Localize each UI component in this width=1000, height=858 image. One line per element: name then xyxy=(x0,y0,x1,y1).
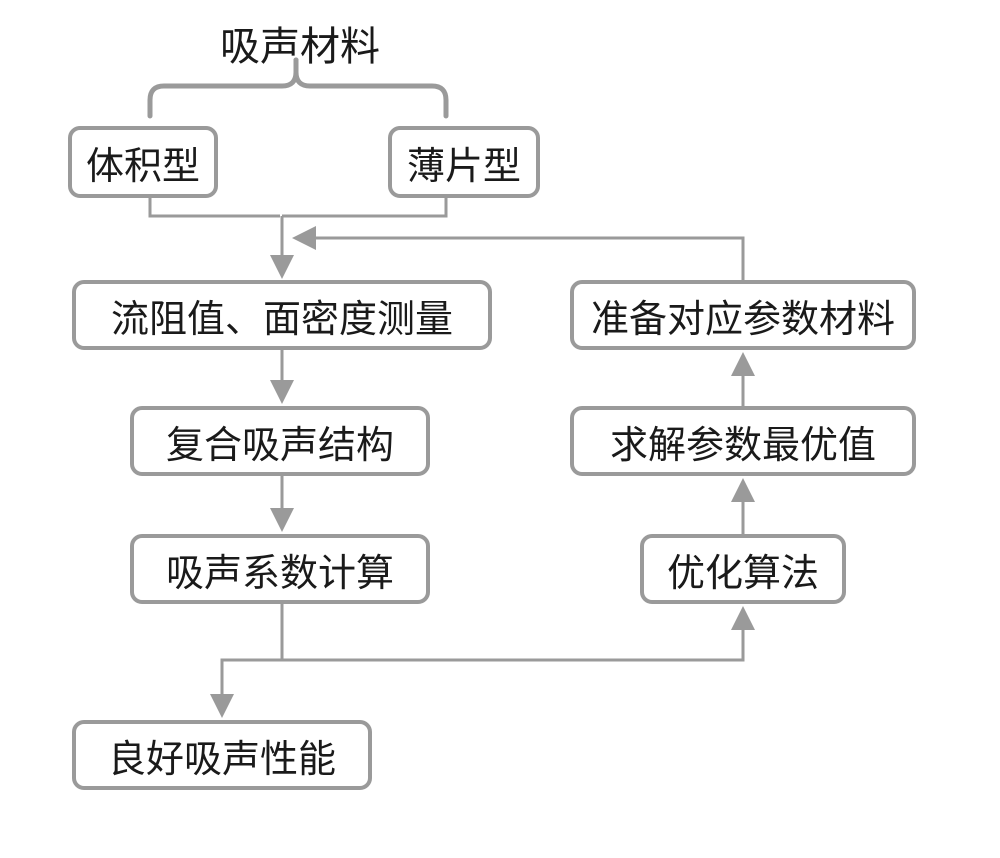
node-n_struct: 复合吸声结构 xyxy=(130,406,430,476)
edge-e_down_perf xyxy=(222,660,282,714)
node-n_vol: 体积型 xyxy=(68,126,218,198)
edge-e_down_opt xyxy=(282,610,743,660)
node-n_opt: 优化算法 xyxy=(640,534,846,604)
node-n_meas: 流阻值、面密度测量 xyxy=(72,280,492,350)
node-n_calc: 吸声系数计算 xyxy=(130,534,430,604)
edge-e_thin_join xyxy=(282,198,446,216)
node-n_solve: 求解参数最优值 xyxy=(570,406,916,476)
node-n_prep: 准备对应参数材料 xyxy=(570,280,916,350)
node-n_thin: 薄片型 xyxy=(388,126,540,198)
node-n_perf: 良好吸声性能 xyxy=(72,720,372,790)
diagram-title: 吸声材料 xyxy=(190,14,410,58)
edge-e_vol_join xyxy=(150,198,280,216)
edge-e_prep_meas xyxy=(296,238,743,280)
